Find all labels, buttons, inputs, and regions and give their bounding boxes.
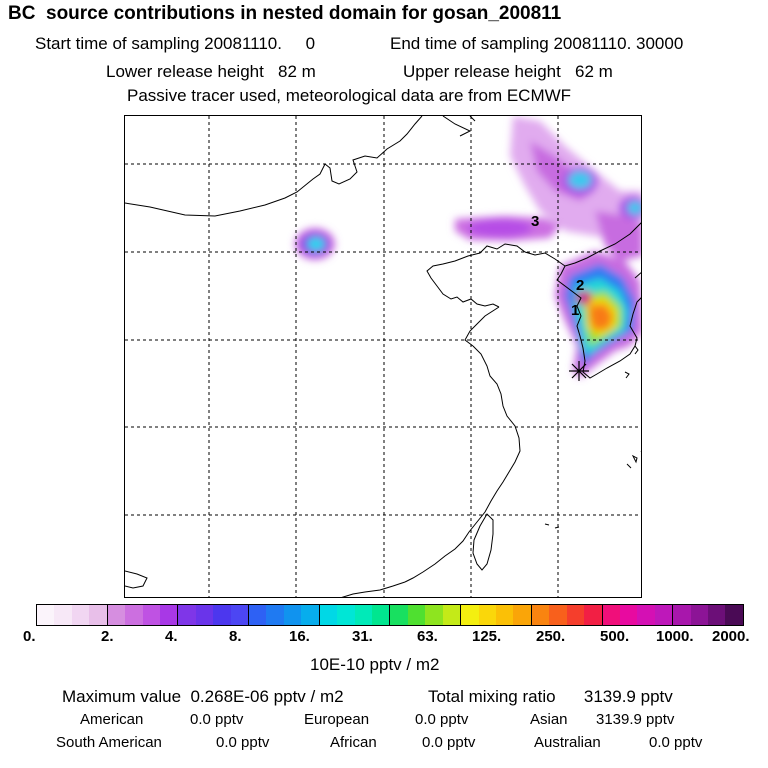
colorbar-swatch — [549, 605, 567, 625]
colorbar-tick: 250. — [536, 628, 566, 645]
colorbar-swatch — [390, 605, 408, 625]
colorbar-swatch — [354, 605, 373, 625]
colorbar — [36, 604, 744, 626]
colorbar-swatch — [637, 605, 655, 625]
map-panel: 1 2 3 — [124, 115, 642, 598]
colorbar-swatch — [301, 605, 320, 625]
max-value-label: Maximum value 0.268E-06 pptv / m2 — [62, 687, 344, 706]
colorbar-swatch — [125, 605, 143, 625]
african-value: 0.0 pptv — [422, 734, 476, 751]
colorbar-swatch — [283, 605, 302, 625]
colorbar-swatch — [54, 605, 72, 625]
colorbar-swatch — [319, 605, 338, 625]
colorbar-swatch — [673, 605, 691, 625]
colorbar-swatch — [266, 605, 284, 625]
coastlines — [125, 116, 641, 597]
concentration-field — [295, 116, 641, 378]
colorbar-swatch — [230, 605, 250, 625]
colorbar-swatch — [425, 605, 443, 625]
colorbar-swatch — [602, 605, 620, 625]
colorbar-swatch — [71, 605, 90, 625]
colorbar-tick: 8. — [229, 628, 242, 645]
colorbar-swatch — [107, 605, 126, 625]
australian-value: 0.0 pptv — [649, 734, 703, 751]
colorbar-swatch — [584, 605, 603, 625]
colorbar-swatch — [513, 605, 532, 625]
colorbar-swatch — [654, 605, 674, 625]
marker-3-label: 3 — [531, 213, 539, 230]
colorbar-swatch — [495, 605, 514, 625]
american-label: American — [80, 711, 144, 728]
colorbar-swatch — [531, 605, 550, 625]
map-gridlines — [125, 116, 641, 597]
total-mixing-label: Total mixing ratio 3139.9 pptv — [428, 687, 673, 706]
colorbar-swatch — [337, 605, 355, 625]
end-time-label: End time of sampling 20081110. 30000 — [390, 34, 684, 53]
colorbar-swatch — [708, 605, 726, 625]
colorbar-tick: 500. — [600, 628, 630, 645]
plot-title: BC source contributions in nested domain… — [8, 3, 562, 24]
australian-label: Australian — [534, 734, 601, 751]
colorbar-tick: 31. — [352, 628, 373, 645]
colorbar-swatch — [566, 605, 585, 625]
asian-label: Asian — [530, 711, 568, 728]
colorbar-swatch — [89, 605, 108, 625]
african-label: African — [330, 734, 377, 751]
colorbar-tick: 2000. — [712, 628, 750, 645]
south-american-label: South American — [56, 734, 162, 751]
colorbar-swatch — [213, 605, 231, 625]
map-canvas: 1 2 3 — [125, 116, 641, 597]
receptor-star-icon — [569, 361, 589, 381]
colorbar-tick: 4. — [165, 628, 178, 645]
colorbar-swatch — [725, 605, 743, 625]
european-label: European — [304, 711, 370, 728]
colorbar-swatch — [142, 605, 160, 625]
colorbar-tick: 2. — [101, 628, 114, 645]
colorbar-swatch — [159, 605, 179, 625]
european-value: 0.0 pptv — [415, 711, 469, 728]
colorbar-tick: 16. — [289, 628, 310, 645]
colorbar-tick: 63. — [417, 628, 438, 645]
colorbar-tick: 125. — [472, 628, 502, 645]
colorbar-swatch — [478, 605, 496, 625]
colorbar-swatch — [461, 605, 479, 625]
colorbar-swatch — [372, 605, 391, 625]
marker-2-label: 2 — [576, 277, 584, 294]
colorbar-swatch — [37, 605, 55, 625]
tracer-note: Passive tracer used, meteorological data… — [127, 86, 572, 105]
asian-value: 3139.9 pptv — [596, 711, 675, 728]
colorbar-tick: 1000. — [656, 628, 694, 645]
colorbar-swatch — [442, 605, 462, 625]
colorbar-swatch — [249, 605, 267, 625]
colorbar-swatch — [690, 605, 709, 625]
colorbar-unit: 10E-10 pptv / m2 — [310, 655, 440, 674]
marker-1-label: 1 — [571, 302, 579, 319]
colorbar-swatch — [407, 605, 426, 625]
start-time-label: Start time of sampling 20081110. 0 — [35, 34, 316, 53]
colorbar-swatch — [619, 605, 638, 625]
south-american-value: 0.0 pptv — [216, 734, 270, 751]
colorbar-tick: 0. — [23, 628, 36, 645]
colorbar-swatch — [178, 605, 196, 625]
upper-release-label: Upper release height 62 m — [403, 62, 613, 81]
colorbar-swatch — [195, 605, 214, 625]
american-value: 0.0 pptv — [190, 711, 244, 728]
lower-release-label: Lower release height 82 m — [106, 62, 316, 81]
